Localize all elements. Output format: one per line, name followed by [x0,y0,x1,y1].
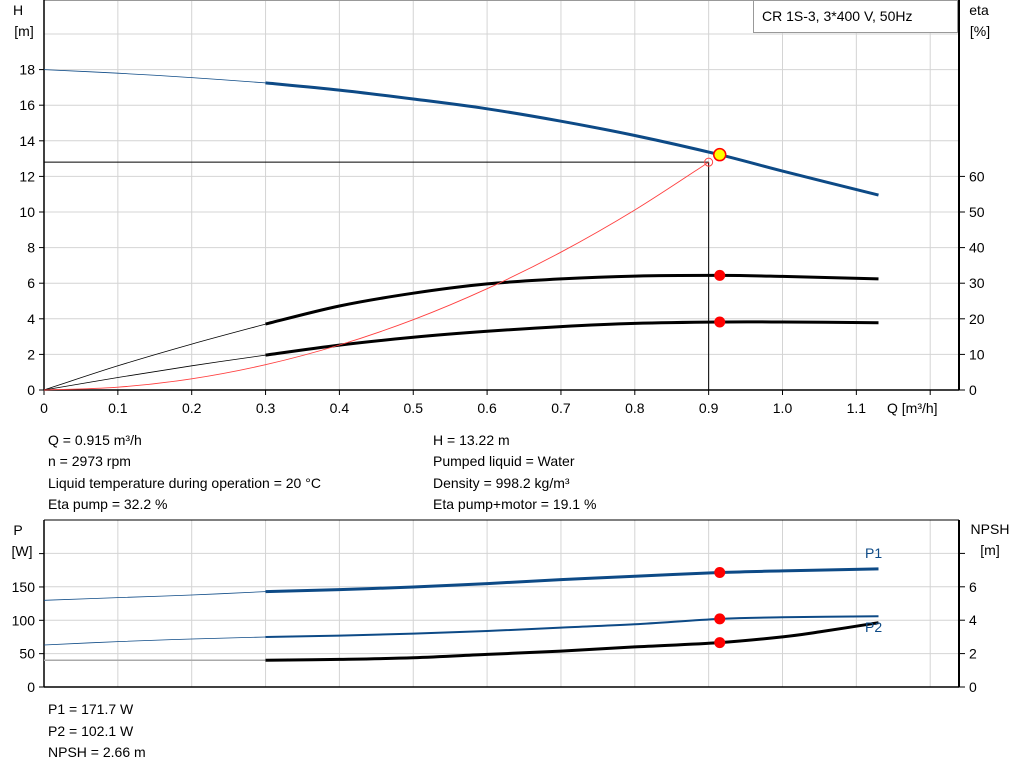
info-npsh: NPSH = 2.66 m [48,744,146,760]
operating-point-h [712,147,727,162]
y-axis-unit-left: [m] [14,23,33,39]
series-P1 [265,567,879,594]
series-H [265,81,879,197]
y-tick-label-right: 60 [969,168,985,184]
info-eta-pump: Eta pump = 32.2 % [48,496,167,512]
y-axis-unit-right: [%] [970,23,990,39]
y-tick-label-left: 16 [19,97,35,113]
series-eta_pump_motor [265,320,879,357]
series-eta_pump_motor-extension [43,354,266,391]
y-tick-label-right: 20 [969,311,985,327]
operating-point-p1 [714,566,726,578]
power-npsh-chart: 0 50 100 150 0 2 4 6 P [W] NPSH [m] P1 P2 [12,519,1010,695]
y-tick-label-right: 50 [969,204,985,220]
operating-point-p2 [714,613,726,625]
y-tick-label-right: 40 [969,240,985,256]
info-h: H = 13.22 m [433,432,510,448]
x-tick-label: 1.1 [847,400,867,416]
series-system_curve [43,161,709,391]
x-tick-label: 0.1 [108,400,128,416]
x-tick-label: 0.7 [551,400,571,416]
duty-point-marker [704,157,714,167]
x-tick-label: 0.8 [625,400,645,416]
info-q: Q = 0.915 m³/h [48,432,142,448]
operating-point-npsh [714,637,726,649]
x-tick-label: 0.4 [330,400,350,416]
info-bottom: P1 = 171.7 W P2 = 102.1 W NPSH = 2.66 m [48,701,146,760]
info-density: Density = 998.2 kg/m³ [433,475,570,491]
y-tick-label-right: 0 [969,382,977,398]
series-P1-extension [43,591,266,601]
series-H-extension [43,69,266,84]
series-eta_pump [265,273,879,326]
series-P2 [265,615,879,638]
info-eta-pump-motor: Eta pump+motor = 19.1 % [433,496,596,512]
y-tick-label-right: 10 [969,346,985,362]
x-tick-label: 0.2 [182,400,202,416]
y-tick-label-left: 150 [12,579,36,595]
y-tick-label-right: 2 [969,646,977,662]
y-tick-label-left: 100 [12,612,36,628]
y-tick-label-left: 50 [19,646,35,662]
y-tick-label-left: 6 [27,275,35,291]
y-axis-label-left: P [13,522,22,538]
y-axis-unit-right: [m] [980,542,999,558]
head-efficiency-chart: 0 2 4 6 8 10 12 14 16 18 0 10 20 30 40 50 60 0 0.1 0.2 0.3 0.… [13,0,990,416]
info-liquid: Pumped liquid = Water [433,453,575,469]
series-label-p1: P1 [865,545,882,561]
operating-point-eta-pump-motor [714,316,726,328]
y-tick-label-left: 4 [27,311,35,327]
y-tick-label-left: 10 [19,204,35,220]
y-tick-label-left: 12 [19,168,35,184]
y-axis-label-left: H [13,2,23,18]
x-tick-label: 0 [40,400,48,416]
series-eta_pump-extension [43,323,266,391]
series-P2-extension [43,636,266,646]
info-n: n = 2973 rpm [48,453,131,469]
y-tick-label-left: 14 [19,133,35,149]
x-axis-label: Q [m³/h] [887,400,938,416]
y-tick-label-right: 6 [969,579,977,595]
y-tick-label-left: 8 [27,240,35,256]
info-p2: P2 = 102.1 W [48,723,134,739]
y-tick-label-right: 0 [969,679,977,695]
x-tick-label: 1.0 [773,400,793,416]
x-tick-label: 0.3 [256,400,276,416]
legend-box: CR 1S-3, 3*400 V, 50Hz [753,0,958,33]
series-NPSH [265,621,879,662]
x-tick-label: 0.6 [477,400,497,416]
series-label-p2: P2 [865,619,882,635]
y-tick-label-left: 2 [27,346,35,362]
y-axis-unit-left: [W] [12,543,33,559]
operating-point-eta-pump [714,269,726,281]
y-tick-label-left: 18 [19,62,35,78]
legend-text: CR 1S-3, 3*400 V, 50Hz [762,8,912,24]
x-tick-label: 0.5 [404,400,424,416]
info-top: Q = 0.915 m³/h n = 2973 rpm Liquid tempe… [48,432,596,512]
x-tick-label: 0.9 [699,400,719,416]
info-p1: P1 = 171.7 W [48,701,134,717]
y-tick-label-right: 4 [969,612,977,628]
y-axis-label-right: eta [969,2,989,18]
y-tick-label-left: 0 [27,382,35,398]
y-tick-label-left: 0 [27,679,35,695]
y-axis-label-right: NPSH [971,521,1010,537]
y-tick-label-right: 30 [969,275,985,291]
info-temp: Liquid temperature during operation = 20… [48,475,321,491]
